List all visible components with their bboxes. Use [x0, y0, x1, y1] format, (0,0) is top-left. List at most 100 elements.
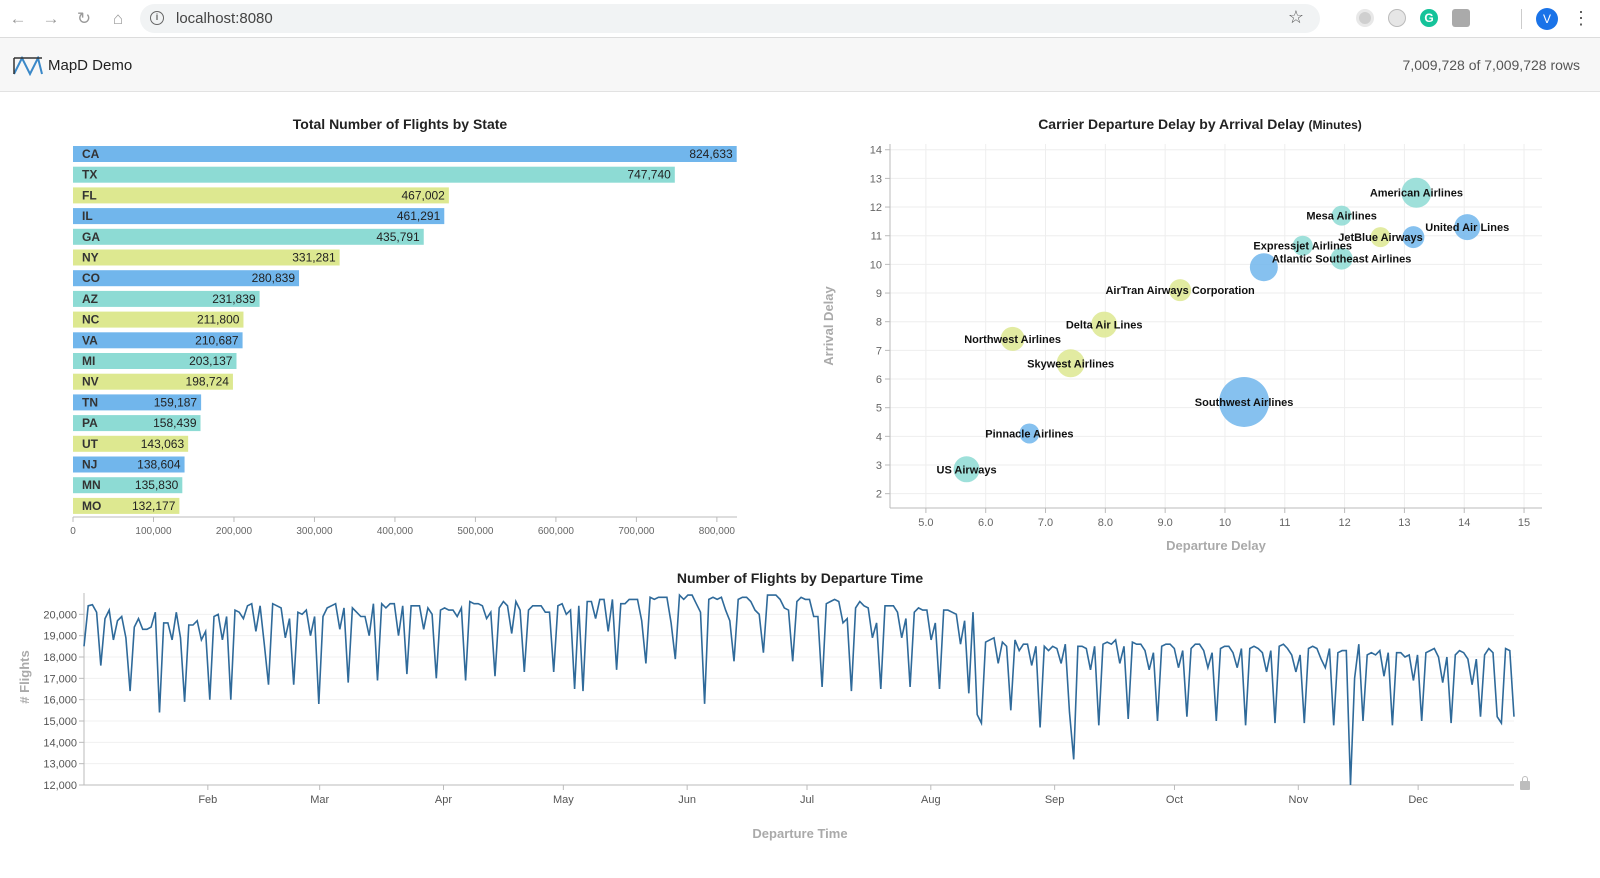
browser-menu-icon[interactable]: ⋮ [1572, 8, 1590, 28]
scatter-subtitle: (Minutes) [1308, 118, 1362, 132]
scatter-point[interactable] [953, 456, 980, 483]
scatter-point[interactable] [1000, 326, 1025, 351]
line-y-axis-label: # Flights [17, 650, 32, 703]
scatter-x-axis-label: Departure Delay [1166, 538, 1266, 553]
bar-ut[interactable] [73, 435, 189, 452]
url-text[interactable]: localhost:8080 [176, 10, 273, 27]
line-x-axis-label: Departure Time [752, 826, 847, 841]
forward-arrow-icon[interactable]: → [42, 9, 60, 28]
bar-ca[interactable] [73, 146, 737, 162]
line-x-tick-label: Dec [1408, 794, 1428, 806]
bar-ga[interactable] [73, 228, 424, 245]
home-icon[interactable]: ⌂ [112, 9, 124, 28]
scatter-point-label: AirTran Airways Corporation [1105, 285, 1255, 297]
scatter-point[interactable] [1056, 349, 1085, 378]
line-x-tick-label: Mar [310, 794, 329, 806]
app-header: MapD Demo 7,009,728 of 7,009,728 rows [0, 38, 1600, 92]
scatter-chart-title: Carrier Departure Delay by Arrival Delay… [870, 116, 1530, 132]
scatter-point[interactable] [1169, 279, 1192, 302]
bar-value-label: 203,137 [189, 354, 233, 368]
scatter-y-tick-label: 6 [876, 374, 882, 386]
bar-co[interactable] [73, 270, 300, 287]
line-chart: 12,000 13,000 14,000 15,000 16,000 17,000 18,0… [17, 593, 1515, 841]
profile-avatar[interactable]: V [1536, 8, 1558, 30]
scatter-point[interactable] [1370, 227, 1391, 248]
bar-va[interactable] [73, 332, 243, 349]
line-y-tick-label: 13,000 [43, 759, 77, 771]
line-chart-title: Number of Flights by Departure Time [676, 570, 924, 586]
bar-x-tick-label: 700,000 [618, 526, 655, 537]
bar-value-label: 135,830 [135, 478, 179, 492]
bar-az[interactable] [73, 290, 260, 307]
scatter-title-text: Carrier Departure Delay by Arrival Delay [1038, 116, 1305, 132]
flights-line-series[interactable] [83, 593, 1515, 786]
address-bar[interactable]: i localhost:8080 ☆ [140, 4, 1320, 33]
bar-pa[interactable] [73, 415, 201, 432]
scatter-point[interactable] [1402, 226, 1425, 249]
bar-x-tick-label: 600,000 [538, 526, 575, 537]
bar-value-label: 210,687 [195, 333, 239, 347]
scatter-point-label: Skywest Airlines [1027, 358, 1114, 370]
bar-value-label: 138,604 [137, 458, 181, 472]
scatter-x-tick-label: 14 [1458, 517, 1470, 529]
bar-category-label: UT [82, 437, 99, 451]
reload-icon[interactable]: ↻ [76, 9, 92, 28]
scatter-point[interactable] [1019, 423, 1040, 444]
bar-x-tick-label: 300,000 [296, 526, 333, 537]
scatter-point-label: Pinnacle Airlines [985, 428, 1073, 440]
scatter-point[interactable] [1454, 214, 1481, 241]
extension-square-icon[interactable] [1452, 9, 1470, 27]
bar-category-label: TX [82, 168, 97, 182]
bar-category-label: CO [82, 271, 100, 285]
bar-category-label: NY [82, 251, 99, 265]
site-info-icon[interactable]: i [150, 11, 164, 25]
scatter-point-label: Northwest Airlines [964, 334, 1061, 346]
bar-category-label: FL [82, 188, 97, 202]
bar-mn[interactable] [73, 477, 183, 494]
scatter-y-tick-label: 10 [870, 259, 882, 271]
bookmark-star-icon[interactable]: ☆ [1287, 7, 1304, 27]
bar-value-label: 331,281 [292, 251, 336, 265]
bar-fl[interactable] [73, 187, 449, 204]
bar-value-label: 198,724 [186, 375, 230, 389]
scatter-point[interactable] [1091, 311, 1118, 338]
line-x-tick-label: Oct [1166, 794, 1183, 806]
scatter-point-label: US Airways [937, 464, 997, 476]
app-title: MapD Demo [48, 57, 133, 74]
scatter-point-label: Expressjet Airlines [1253, 241, 1352, 253]
scatter-point[interactable] [1249, 253, 1278, 282]
bar-tn[interactable] [73, 394, 202, 411]
line-y-tick-label: 16,000 [43, 695, 77, 707]
browser-toolbar: ← → ↻ ⌂ i localhost:8080 ☆ G V ⋮ [0, 0, 1600, 38]
bar-ny[interactable] [73, 249, 340, 266]
scatter-point[interactable] [1219, 376, 1270, 427]
scatter-y-tick-label: 4 [876, 431, 882, 443]
bar-nc[interactable] [73, 311, 244, 328]
bar-mi[interactable] [73, 353, 237, 369]
bar-category-label: AZ [82, 292, 98, 306]
bar-il[interactable] [73, 208, 445, 225]
bar-category-label: MI [82, 354, 95, 368]
scatter-point[interactable] [1330, 247, 1353, 270]
extension-tag-icon[interactable] [1388, 9, 1406, 27]
line-x-tick-label: Apr [435, 794, 452, 806]
bar-nj[interactable] [73, 456, 185, 473]
bar-nv[interactable] [73, 373, 233, 390]
scatter-point[interactable] [1331, 205, 1352, 226]
scatter-point-label: JetBlue Airways [1338, 232, 1423, 244]
bar-mo[interactable] [73, 497, 180, 514]
bar-chart-title: Total Number of Flights by State [292, 116, 508, 132]
toolbar-divider [1521, 9, 1522, 29]
scatter-point[interactable] [1292, 235, 1313, 256]
back-arrow-icon[interactable]: ← [9, 9, 27, 28]
line-x-tick-label: May [553, 794, 574, 806]
scatter-point[interactable] [1401, 177, 1432, 208]
bar-value-label: 231,839 [212, 292, 256, 306]
scatter-x-tick-label: 8.0 [1098, 517, 1113, 529]
line-y-tick-label: 20,000 [43, 609, 77, 621]
grammarly-icon[interactable]: G [1420, 9, 1438, 27]
mapd-logo-icon [13, 56, 43, 76]
extension-circle-icon[interactable] [1356, 9, 1374, 27]
bar-tx[interactable] [73, 166, 675, 183]
lock-icon[interactable] [1520, 776, 1530, 790]
